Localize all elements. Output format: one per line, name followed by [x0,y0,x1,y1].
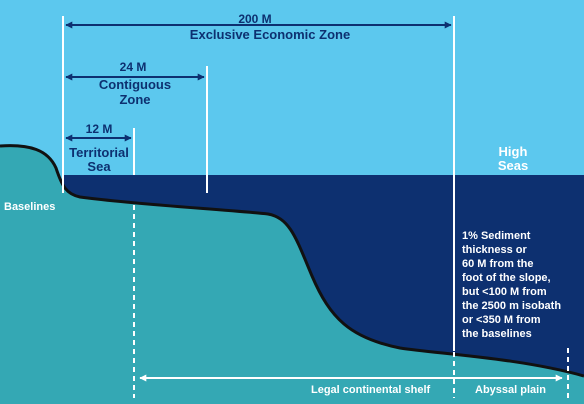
sediment-note: 1% Sediment thickness or 60 M from the f… [462,229,561,341]
eez-name-label: Exclusive Economic Zone [189,27,351,42]
contiguous-name-line: Zone [119,92,151,107]
sediment-note-line: or <350 M from [462,314,541,326]
sediment-note-line: 1% Sediment [462,230,531,242]
seabed-outline [0,144,584,378]
baselines-label: Baselines [4,201,56,213]
territorial-name-line: Sea [87,159,111,174]
legal-shelf-label: Legal continental shelf [311,384,431,396]
high-seas-label: High Seas [485,145,541,173]
contiguous-distance-label: 24 M [119,60,147,74]
seabed-landmass [0,145,584,404]
abyssal-plain-label: Abyssal plain [475,384,546,396]
high-seas-line: High [498,144,528,159]
territorial-name-label: Territorial Sea [62,146,136,174]
sediment-note-line: 60 M from the [462,258,534,270]
contiguous-name-label: Contiguous Zone [85,77,185,107]
sediment-note-line: thickness or [462,244,527,256]
sediment-note-line: but <100 M from [462,286,547,298]
sediment-note-line: the baselines [462,328,532,340]
territorial-distance-label: 12 M [85,122,113,136]
high-seas-line: Seas [497,158,529,173]
sediment-note-line: the 2500 m isobath [462,300,562,312]
territorial-name-line: Territorial [69,145,129,160]
eez-distance-label: 200 M [238,12,272,26]
contiguous-name-line: Contiguous [98,77,172,92]
sediment-note-line: foot of the slope, [462,272,551,284]
